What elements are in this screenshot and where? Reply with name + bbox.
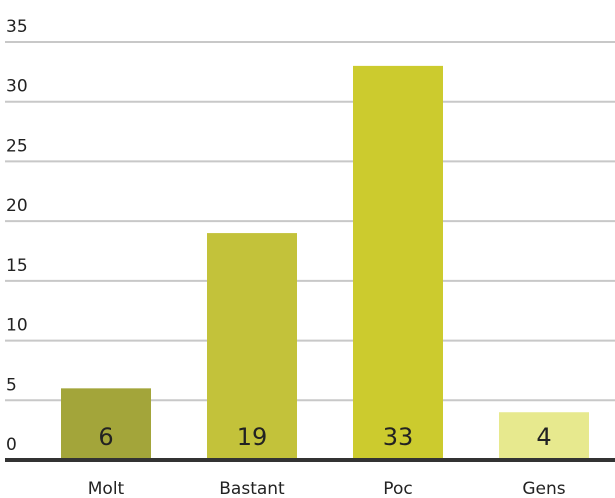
x-tick-label: Gens xyxy=(522,479,565,498)
y-tick-label: 0 xyxy=(6,435,17,455)
bar xyxy=(353,65,443,460)
value-label: 4 xyxy=(536,423,551,451)
bar xyxy=(61,388,151,460)
y-tick-label: 20 xyxy=(6,196,28,216)
x-tick-label: Bastant xyxy=(219,479,285,498)
x-tick-label: Molt xyxy=(88,479,125,498)
value-label: 6 xyxy=(98,423,113,451)
x-tick-label: Poc xyxy=(383,479,412,498)
value-label: 33 xyxy=(383,423,414,451)
y-tick-label: 5 xyxy=(6,375,17,395)
y-tick-label: 30 xyxy=(6,77,28,97)
y-tick-label: 25 xyxy=(6,136,28,156)
bar xyxy=(499,412,589,460)
bar xyxy=(207,233,297,460)
y-tick-label: 35 xyxy=(6,17,28,37)
y-tick-label: 15 xyxy=(6,256,28,276)
value-label: 19 xyxy=(237,423,268,451)
y-tick-label: 10 xyxy=(6,316,28,336)
